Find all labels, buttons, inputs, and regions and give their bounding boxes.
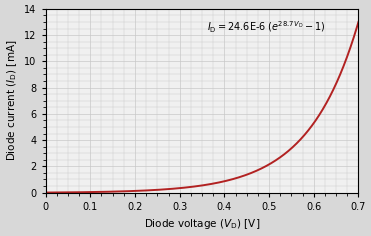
X-axis label: Diode voltage ($V_\mathrm{D}$) [V]: Diode voltage ($V_\mathrm{D}$) [V] xyxy=(144,217,260,231)
Text: $I_\mathrm{D} = 24.6\mathrm{E}\text{-}6\;(e^{28.7\,V_\mathrm{D}} - 1)$: $I_\mathrm{D} = 24.6\mathrm{E}\text{-}6\… xyxy=(207,19,325,35)
Y-axis label: Diode current ($I_\mathrm{D}$) [mA]: Diode current ($I_\mathrm{D}$) [mA] xyxy=(5,40,19,161)
